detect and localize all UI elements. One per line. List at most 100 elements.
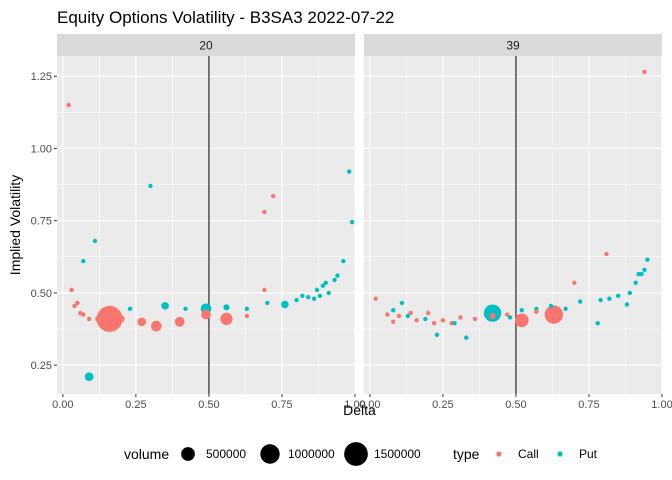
data-point-put <box>615 293 621 298</box>
data-point-put <box>244 306 250 311</box>
data-point-put <box>519 308 524 313</box>
data-point-put <box>326 290 331 296</box>
data-point-put <box>627 290 633 296</box>
data-point-call <box>244 313 250 319</box>
y-axis-title: Implied Volatility <box>7 175 23 275</box>
data-point-call <box>174 316 185 327</box>
data-point-put <box>423 316 428 322</box>
facet-strip-label: 20 <box>199 39 213 53</box>
data-point-put <box>507 315 513 320</box>
data-point-call <box>642 69 647 75</box>
data-point-call <box>151 320 162 332</box>
x-tick-label: 1.00 <box>651 399 672 411</box>
data-point-put <box>223 304 230 311</box>
data-point-put <box>306 295 311 300</box>
data-point-call <box>391 319 396 324</box>
data-point-call <box>117 315 125 323</box>
data-point-put <box>84 372 94 381</box>
facet-panel-20: 20 0.00 0.25 0.50 0.75 1.00 <box>52 34 366 411</box>
type-legend-key <box>496 451 502 457</box>
facet-strip <box>364 34 662 56</box>
data-point-put <box>624 302 630 307</box>
data-point-call <box>262 209 267 215</box>
data-point-call <box>75 300 80 306</box>
data-point-call <box>78 310 83 316</box>
x-tick-label: 0.75 <box>578 399 599 411</box>
data-point-call <box>95 316 101 322</box>
data-point-put <box>311 296 317 301</box>
facet-strip <box>57 34 355 56</box>
data-point-put <box>81 258 86 264</box>
data-point-call <box>137 317 147 327</box>
data-point-call <box>426 310 431 316</box>
data-point-put <box>265 300 270 306</box>
data-point-put <box>598 297 603 303</box>
y-tick-label: 1.00 <box>31 143 52 155</box>
data-point-call <box>472 316 478 322</box>
facet-strip-label: 39 <box>506 39 520 53</box>
data-point-call <box>544 305 564 324</box>
data-point-put <box>548 303 554 309</box>
data-point-put <box>127 306 133 311</box>
data-point-put <box>148 183 153 189</box>
data-point-call <box>408 310 413 316</box>
facet-panel-39: 39 0.00 0.25 0.50 0.75 1.00 <box>359 34 672 411</box>
chart-title: Equity Options Volatility - B3SA3 2022-0… <box>57 8 394 27</box>
data-point-put <box>300 293 305 298</box>
data-point-call <box>514 313 529 328</box>
facet-panels: 20 0.00 0.25 0.50 0.75 1.00 39 0.00 0.25 0.50 0.75… <box>52 34 672 411</box>
data-point-call <box>534 309 539 314</box>
type-legend-key <box>557 451 563 457</box>
data-point-call <box>396 313 402 319</box>
data-point-put <box>281 300 289 309</box>
data-point-put <box>391 308 396 313</box>
data-point-put <box>335 273 340 278</box>
y-tick-label: 0.25 <box>31 360 52 372</box>
data-point-put <box>405 313 411 319</box>
data-point-put <box>349 219 355 225</box>
y-tick-label: 0.75 <box>31 216 52 228</box>
data-point-call <box>66 102 71 108</box>
data-point-put <box>399 300 405 306</box>
data-point-put <box>323 280 328 285</box>
data-point-put <box>645 257 650 262</box>
data-point-put <box>633 280 638 285</box>
x-tick-label: 0.50 <box>505 399 526 411</box>
type-legend-title: type <box>453 446 480 462</box>
size-legend-label: 1500000 <box>374 447 421 461</box>
y-tick-label: 0.50 <box>31 288 52 300</box>
y-axis: 0.25 0.50 0.75 1.00 1.25 <box>31 71 57 372</box>
data-point-call <box>414 318 419 323</box>
size-legend-label: 500000 <box>206 447 246 461</box>
size-legend-label: 1000000 <box>288 447 335 461</box>
data-point-put <box>577 299 583 304</box>
size-legend-key <box>181 447 195 461</box>
data-point-put <box>434 332 440 337</box>
y-tick-label: 1.25 <box>31 71 52 83</box>
panel-background <box>364 56 662 394</box>
data-point-call <box>72 303 77 309</box>
data-point-call <box>270 193 276 199</box>
data-point-call <box>220 312 233 326</box>
type-legend-label: Call <box>518 447 539 461</box>
data-point-put <box>639 271 644 277</box>
data-point-call <box>504 312 510 317</box>
data-point-put <box>642 267 647 272</box>
data-point-put <box>341 258 346 264</box>
data-point-call <box>201 309 211 320</box>
x-tick-label: 0.75 <box>271 399 292 411</box>
data-point-put <box>314 287 320 293</box>
data-point-put <box>161 302 169 310</box>
data-point-put <box>563 306 568 311</box>
data-point-call <box>385 312 390 317</box>
data-point-put <box>595 321 600 326</box>
data-point-put <box>452 321 457 326</box>
data-point-put <box>464 335 469 340</box>
data-point-call <box>262 287 267 293</box>
data-point-put <box>346 169 352 174</box>
data-point-put <box>320 283 326 288</box>
data-point-call <box>458 315 463 320</box>
data-point-call <box>69 287 74 293</box>
size-legend-key <box>344 442 368 466</box>
